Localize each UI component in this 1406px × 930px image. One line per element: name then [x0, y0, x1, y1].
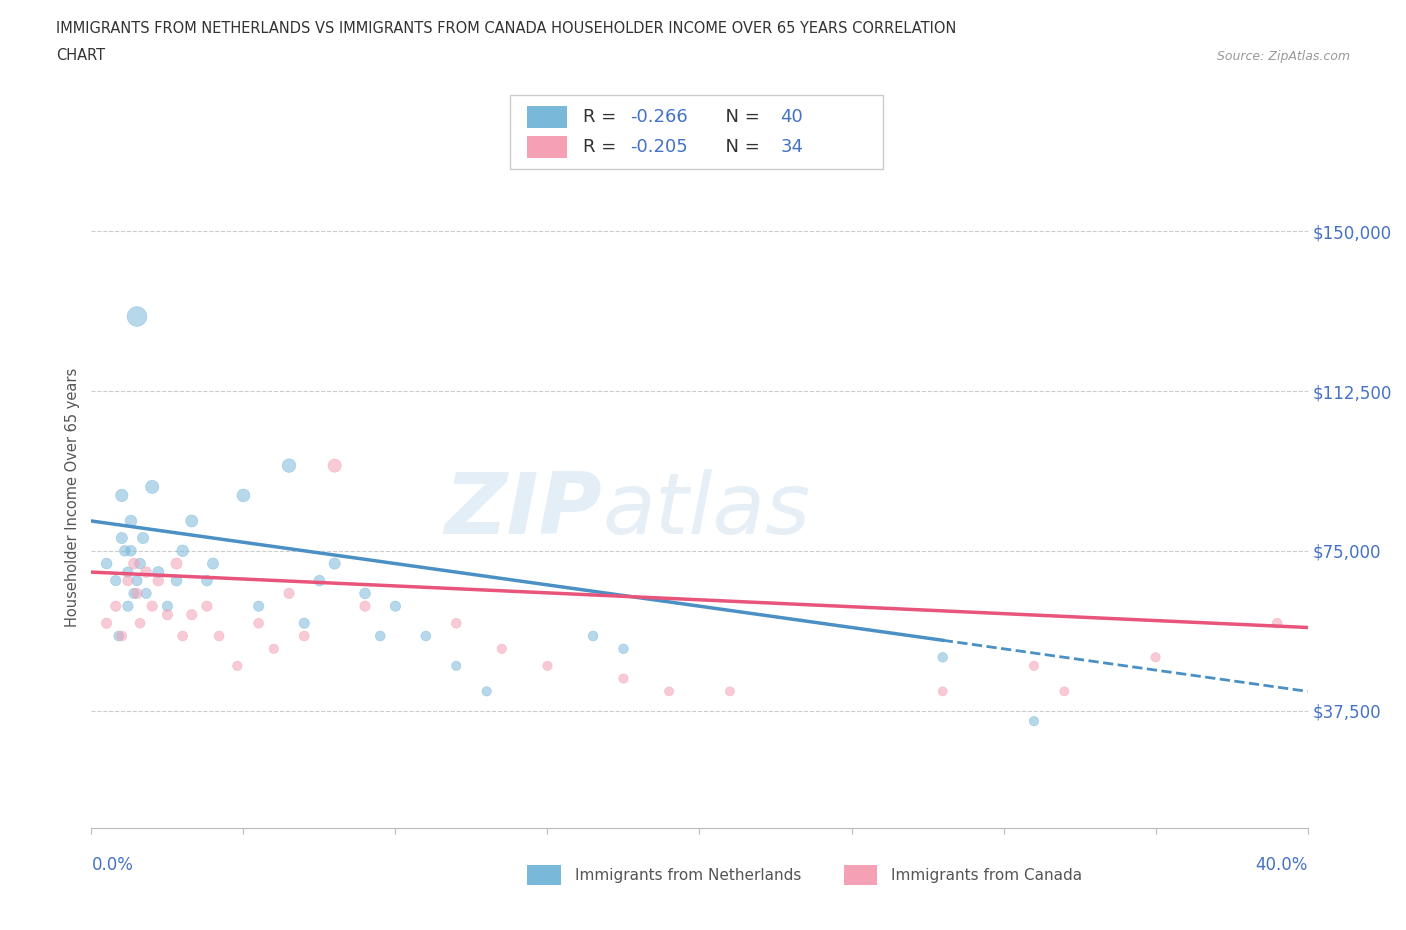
Point	[120, 513, 142, 528]
Point	[96, 556, 118, 571]
Text: -0.205: -0.205	[630, 138, 688, 156]
Point	[368, 629, 391, 644]
Point	[125, 309, 148, 324]
Text: R =: R =	[583, 108, 623, 126]
Point	[156, 599, 179, 614]
Point	[582, 629, 605, 644]
Point	[1144, 650, 1167, 665]
Point	[202, 556, 225, 571]
Point	[323, 556, 346, 571]
Point	[354, 599, 377, 614]
Text: ZIP: ZIP	[444, 470, 602, 552]
Point	[122, 586, 145, 601]
Point	[1053, 684, 1076, 698]
Point	[232, 488, 254, 503]
Point	[491, 642, 513, 657]
Text: -0.266: -0.266	[630, 108, 688, 126]
Point	[180, 607, 202, 622]
Text: Source: ZipAtlas.com: Source: ZipAtlas.com	[1216, 50, 1350, 63]
Text: N =: N =	[714, 108, 766, 126]
Point	[308, 573, 330, 588]
Text: 34: 34	[780, 138, 803, 156]
Point	[104, 599, 127, 614]
Point	[208, 629, 231, 644]
Point	[658, 684, 681, 698]
Point	[135, 565, 157, 579]
Point	[117, 599, 139, 614]
Point	[195, 573, 218, 588]
Point	[122, 556, 145, 571]
Point	[107, 629, 129, 644]
Point	[354, 586, 377, 601]
Point	[931, 650, 953, 665]
Point	[475, 684, 498, 698]
Text: 40.0%: 40.0%	[1256, 856, 1308, 873]
Point	[117, 573, 139, 588]
Point	[166, 573, 188, 588]
Point	[96, 616, 118, 631]
Point	[111, 531, 134, 546]
Text: R =: R =	[583, 138, 623, 156]
Point	[1265, 616, 1288, 631]
Point	[444, 658, 467, 673]
Point	[384, 599, 406, 614]
Point	[278, 458, 301, 473]
Text: CHART: CHART	[56, 48, 105, 63]
Point	[278, 586, 301, 601]
Text: N =: N =	[714, 138, 766, 156]
Point	[247, 599, 270, 614]
Text: atlas: atlas	[602, 470, 810, 552]
Point	[111, 629, 134, 644]
Point	[415, 629, 437, 644]
Text: Immigrants from Netherlands: Immigrants from Netherlands	[575, 868, 801, 883]
Point	[166, 556, 188, 571]
Point	[931, 684, 953, 698]
Point	[323, 458, 346, 473]
Point	[111, 488, 134, 503]
Point	[148, 565, 170, 579]
Point	[148, 573, 170, 588]
Point	[156, 607, 179, 622]
Point	[125, 573, 148, 588]
Point	[718, 684, 741, 698]
Text: IMMIGRANTS FROM NETHERLANDS VS IMMIGRANTS FROM CANADA HOUSEHOLDER INCOME OVER 65: IMMIGRANTS FROM NETHERLANDS VS IMMIGRANT…	[56, 20, 956, 35]
Y-axis label: Householder Income Over 65 years: Householder Income Over 65 years	[65, 368, 80, 627]
Point	[172, 629, 194, 644]
Point	[612, 642, 634, 657]
Point	[1022, 713, 1045, 728]
Point	[536, 658, 558, 673]
Text: 0.0%: 0.0%	[91, 856, 134, 873]
Point	[292, 629, 315, 644]
Point	[129, 616, 152, 631]
Point	[125, 586, 148, 601]
Text: 40: 40	[780, 108, 803, 126]
Text: Immigrants from Canada: Immigrants from Canada	[891, 868, 1083, 883]
Point	[195, 599, 218, 614]
Point	[263, 642, 285, 657]
Point	[117, 565, 139, 579]
Point	[247, 616, 270, 631]
Point	[120, 543, 142, 558]
Point	[141, 480, 163, 495]
Point	[104, 573, 127, 588]
Point	[141, 599, 163, 614]
Point	[444, 616, 467, 631]
Point	[292, 616, 315, 631]
Point	[180, 513, 202, 528]
Point	[172, 543, 194, 558]
Point	[129, 556, 152, 571]
Point	[135, 586, 157, 601]
Point	[132, 531, 155, 546]
Point	[612, 671, 634, 686]
Point	[226, 658, 249, 673]
Point	[1022, 658, 1045, 673]
Point	[114, 543, 136, 558]
